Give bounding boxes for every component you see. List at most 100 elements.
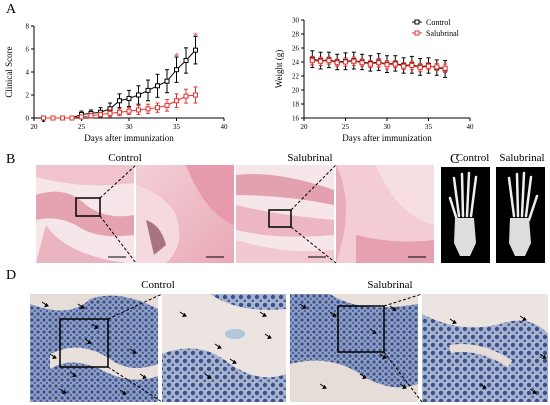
x-tick-label: 30 bbox=[384, 123, 392, 131]
data-point bbox=[384, 62, 390, 68]
data-point bbox=[174, 98, 179, 104]
arrow-marker bbox=[259, 311, 267, 318]
y-tick-label: 0 bbox=[26, 115, 30, 123]
x-tick-label: 25 bbox=[342, 123, 350, 131]
data-point bbox=[50, 115, 56, 121]
y-tick-label: 20 bbox=[292, 87, 300, 95]
legend-marker bbox=[414, 19, 420, 25]
y-tick-label: 2 bbox=[26, 92, 30, 100]
d-salubrinal-title: Salubrinal bbox=[367, 279, 413, 291]
data-point bbox=[145, 87, 151, 93]
data-point bbox=[155, 105, 160, 111]
y-tick-label: 22 bbox=[292, 73, 300, 81]
c-salubrinal-paw-xray bbox=[497, 168, 544, 262]
y-tick-label: 4 bbox=[26, 69, 30, 77]
arrow-marker bbox=[529, 388, 537, 395]
d-control-lowmag bbox=[30, 294, 158, 402]
d-control-title: Control bbox=[141, 279, 175, 291]
arrow-marker bbox=[179, 311, 187, 318]
legend-marker bbox=[414, 30, 420, 36]
b-control-lowmag bbox=[36, 165, 134, 263]
arrow-marker bbox=[399, 383, 407, 390]
d-salubrinal-highmag bbox=[422, 294, 548, 402]
arrow-marker bbox=[449, 318, 457, 325]
data-point bbox=[145, 106, 151, 112]
x-tick-label: 25 bbox=[78, 123, 86, 131]
panel-label-a: A bbox=[6, 2, 17, 17]
annotation: * bbox=[193, 31, 198, 42]
x-tick-label: 20 bbox=[301, 123, 309, 131]
d-salubrinal-lowmag bbox=[290, 294, 418, 402]
arrow-marker bbox=[69, 371, 77, 378]
b-salubrinal-lowmag bbox=[236, 165, 334, 263]
panel-label-c: C bbox=[450, 152, 460, 167]
arrow-marker bbox=[77, 303, 85, 310]
data-point bbox=[193, 92, 198, 98]
y-tick-label: 24 bbox=[292, 59, 300, 67]
x-axis-label: Days after immunization bbox=[342, 133, 432, 143]
y-tick-label: 30 bbox=[292, 17, 300, 25]
data-point bbox=[60, 115, 65, 121]
data-point bbox=[367, 61, 373, 67]
arrow-marker bbox=[119, 389, 127, 396]
arrow-marker bbox=[204, 373, 212, 380]
data-point bbox=[351, 58, 357, 64]
data-point bbox=[442, 65, 448, 71]
data-point bbox=[126, 108, 132, 114]
legend-label: Control bbox=[426, 18, 451, 27]
arrow-marker bbox=[359, 373, 367, 380]
arrow-marker bbox=[539, 353, 547, 360]
d-control-highmag bbox=[162, 294, 286, 402]
annotation: * bbox=[174, 52, 179, 63]
panel-label-b: B bbox=[6, 152, 16, 167]
arrow-marker bbox=[41, 301, 49, 308]
y-tick-label: 28 bbox=[292, 31, 300, 39]
arrow-marker bbox=[329, 311, 337, 318]
data-point bbox=[183, 58, 189, 63]
d-alcian-histology-images bbox=[30, 294, 548, 402]
data-point bbox=[359, 60, 365, 66]
arrow-marker bbox=[319, 383, 327, 390]
data-point bbox=[164, 102, 170, 108]
arrow-marker bbox=[264, 333, 272, 340]
x-tick-label: 35 bbox=[425, 123, 433, 131]
y-axis-label: Weight (g) bbox=[274, 50, 284, 89]
data-point bbox=[98, 112, 103, 118]
data-point bbox=[409, 63, 415, 68]
data-point bbox=[117, 109, 122, 115]
data-point bbox=[136, 107, 141, 113]
data-point bbox=[343, 59, 348, 65]
b-control-title: Control bbox=[108, 152, 142, 164]
data-point bbox=[164, 78, 170, 84]
x-tick-label: 40 bbox=[467, 123, 475, 131]
data-point bbox=[318, 58, 324, 64]
data-point bbox=[107, 110, 113, 116]
arrow-marker bbox=[479, 383, 487, 390]
x-tick-label: 20 bbox=[31, 123, 39, 131]
arrow-marker bbox=[229, 358, 237, 365]
data-point bbox=[392, 61, 398, 67]
data-point bbox=[326, 58, 332, 64]
y-axis-label: Clinical Score bbox=[4, 46, 14, 97]
b-salubrinal-title: Salubrinal bbox=[287, 152, 333, 164]
data-point bbox=[69, 115, 75, 121]
x-axis-label: Days after immunization bbox=[84, 133, 174, 143]
c-salubrinal-title: Salubrinal bbox=[499, 152, 545, 164]
c-control-title: Control bbox=[455, 152, 490, 164]
x-tick-label: 35 bbox=[173, 123, 181, 131]
y-tick-label: 6 bbox=[26, 46, 30, 54]
data-point bbox=[426, 63, 431, 69]
d-arrows bbox=[41, 301, 547, 396]
data-point bbox=[174, 67, 179, 73]
x-tick-label: 40 bbox=[221, 123, 229, 131]
y-tick-label: 18 bbox=[292, 101, 300, 109]
data-point bbox=[136, 92, 141, 98]
data-point bbox=[193, 47, 198, 53]
data-point bbox=[309, 58, 315, 64]
weight-chart: 20 25 30 35 40 16 18 20 22 24 26 28 30 Days after imm… bbox=[274, 17, 475, 144]
c-control-xray-frame bbox=[441, 167, 490, 263]
arrow-marker bbox=[519, 315, 527, 322]
arrow-marker bbox=[129, 348, 137, 355]
data-point bbox=[155, 83, 160, 89]
annotation: ▲ bbox=[41, 119, 46, 124]
